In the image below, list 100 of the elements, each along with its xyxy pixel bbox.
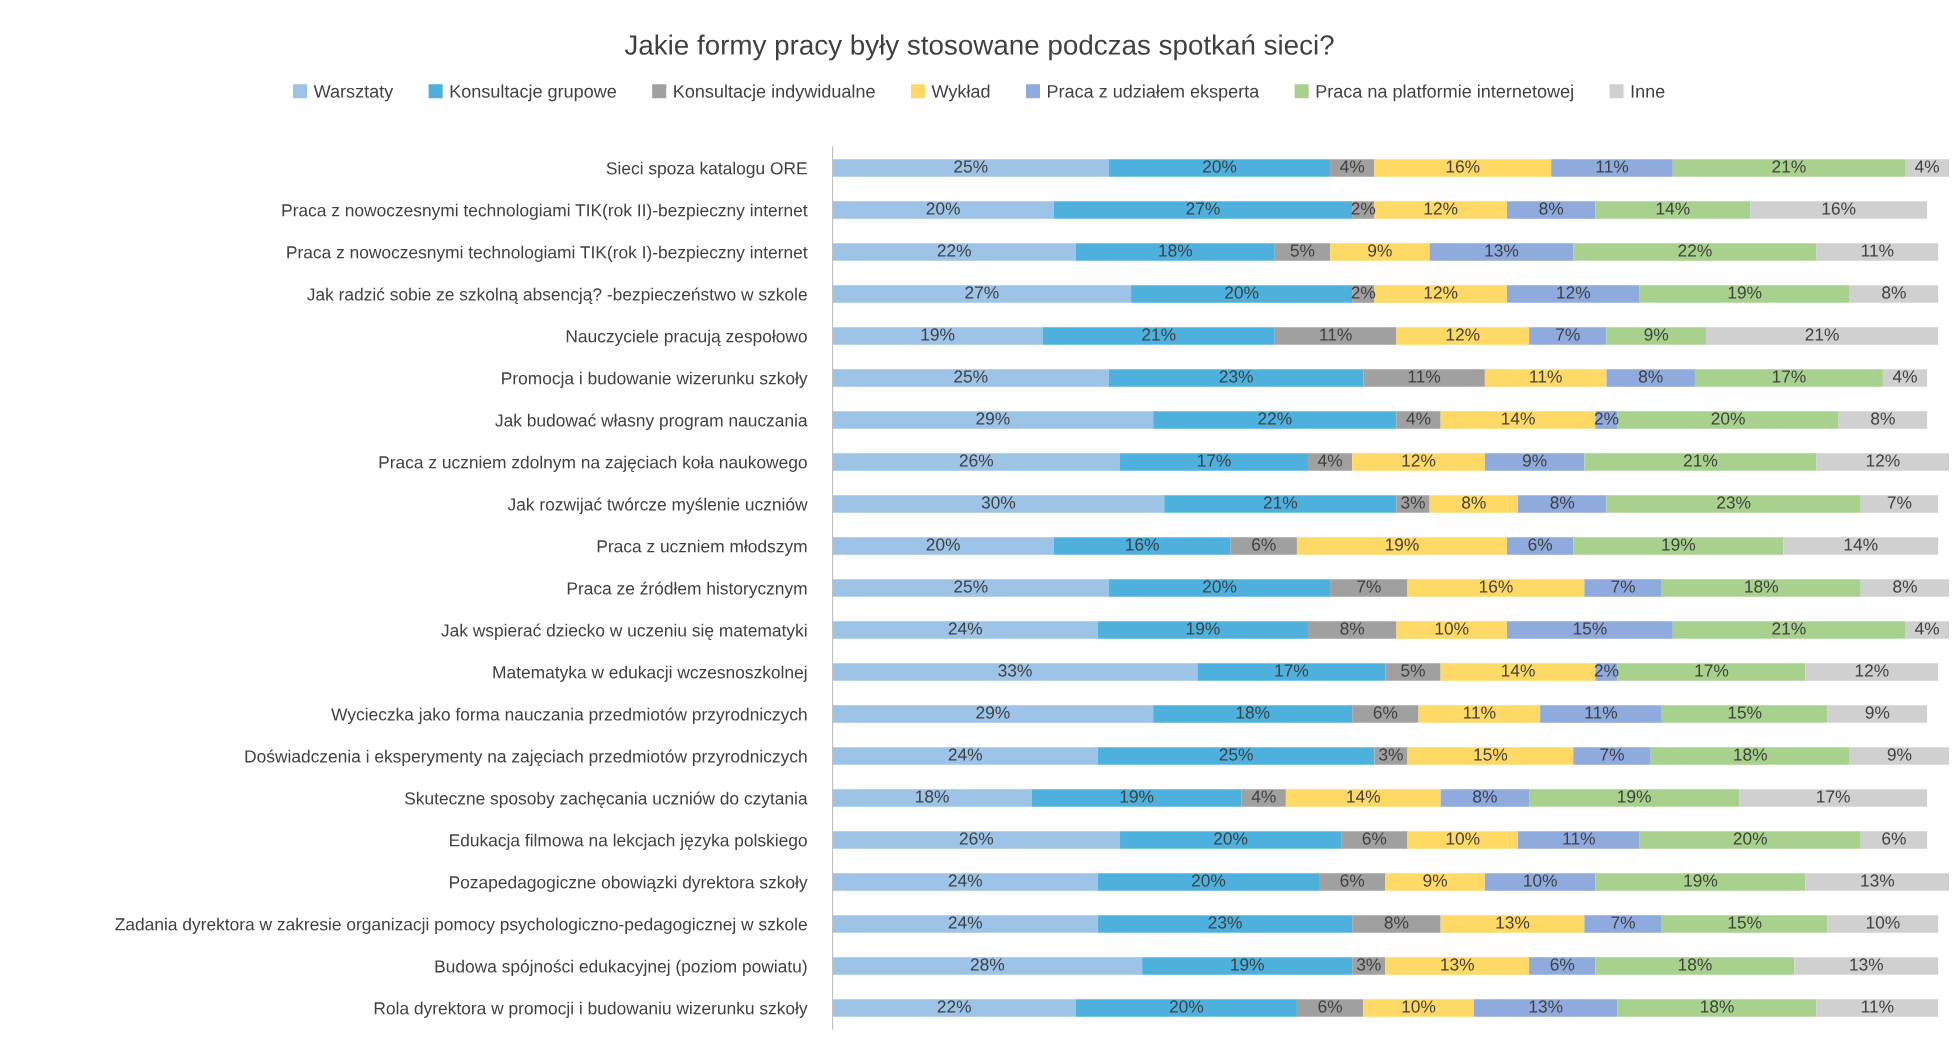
bar — [1385, 957, 1530, 975]
data-label: 27% — [1186, 202, 1220, 215]
data-label: 20% — [926, 538, 960, 551]
data-label: 6% — [1362, 832, 1387, 845]
data-label: 24% — [948, 622, 982, 635]
bar — [1827, 915, 1939, 933]
bar — [1285, 789, 1441, 807]
bar — [1274, 243, 1331, 261]
data-label: 17% — [1695, 664, 1729, 677]
bar — [1617, 411, 1839, 429]
bar — [1518, 831, 1640, 849]
data-label: 13% — [1441, 958, 1474, 971]
data-label: 9% — [1368, 244, 1392, 257]
data-label: 25% — [954, 580, 988, 593]
bar — [1440, 663, 1596, 681]
bar — [1506, 201, 1596, 219]
bar — [1705, 327, 1939, 345]
bar — [1805, 663, 1939, 681]
data-label: 19% — [1728, 286, 1762, 299]
bar — [832, 495, 1165, 513]
data-label: 16% — [1126, 538, 1159, 551]
data-label: 10% — [1866, 916, 1900, 929]
bar — [1374, 159, 1552, 177]
y-tick-label: Praca z uczniem zdolnym na zajęciach koła naukowego — [379, 455, 807, 472]
bar — [1904, 621, 1950, 639]
data-label: 8% — [1882, 286, 1906, 299]
data-label: 13% — [1485, 244, 1519, 257]
y-tick-label: Nauczyciele pracują zespołowo — [566, 329, 807, 346]
bar — [1385, 663, 1441, 681]
data-label: 7% — [1357, 580, 1381, 593]
data-label: 19% — [1231, 958, 1264, 971]
data-label: 22% — [1258, 412, 1292, 425]
bar — [1429, 243, 1574, 261]
bar — [1053, 201, 1353, 219]
data-label: 6% — [1528, 538, 1553, 551]
bar — [1108, 159, 1331, 177]
data-label: 5% — [1401, 664, 1425, 677]
bar — [1650, 747, 1850, 765]
data-label: 11% — [1408, 370, 1441, 383]
data-label: 29% — [976, 412, 1010, 425]
bar — [1606, 369, 1695, 387]
bar — [832, 411, 1154, 429]
data-label: 23% — [1219, 370, 1253, 383]
bar — [1584, 579, 1662, 597]
data-label: 21% — [1683, 454, 1718, 467]
bar — [1131, 285, 1353, 303]
bar — [1396, 411, 1441, 429]
y-tick-label: Skuteczne sposoby zachęcania uczniów do czytania — [404, 791, 808, 809]
y-tick-label: Jak budować własny program nauczania — [495, 413, 808, 430]
bar — [1097, 621, 1308, 639]
bar — [1075, 999, 1297, 1017]
bar — [1540, 705, 1662, 723]
bar — [832, 579, 1109, 597]
data-label: 22% — [1678, 244, 1712, 257]
bar — [1783, 537, 1939, 555]
data-label: 7% — [1611, 916, 1635, 929]
data-label: 20% — [1169, 1000, 1204, 1013]
data-label: 8% — [1384, 916, 1409, 929]
data-label: 23% — [1717, 496, 1751, 509]
bar — [1506, 621, 1673, 639]
bar — [832, 285, 1132, 303]
bar — [1617, 663, 1806, 681]
bar — [1363, 369, 1485, 387]
bar — [1739, 789, 1928, 807]
data-label: 9% — [1865, 706, 1890, 719]
bar — [1330, 579, 1408, 597]
data-label: 33% — [998, 664, 1032, 677]
bar — [1805, 873, 1950, 891]
bar — [1274, 327, 1397, 345]
data-label: 21% — [1263, 496, 1298, 509]
data-label: 13% — [1861, 874, 1895, 887]
data-label: 14% — [1347, 790, 1381, 803]
data-label: 20% — [1191, 874, 1226, 887]
bar — [1440, 411, 1596, 429]
data-label: 13% — [1529, 1000, 1563, 1013]
data-label: 12% — [1557, 286, 1591, 299]
bar — [1551, 159, 1673, 177]
data-label: 24% — [948, 748, 982, 761]
y-tick-label: Promocja i budowanie wizerunku szkoły — [502, 371, 808, 388]
y-tick-label: Praca z nowoczesnymi technologiami TIK(rok I)-bezpieczny internet — [287, 245, 808, 262]
bar — [1053, 537, 1231, 555]
data-label: 10% — [1524, 874, 1557, 887]
data-label: 19% — [1385, 538, 1419, 551]
bar — [832, 201, 1054, 219]
data-label: 18% — [1700, 1000, 1734, 1013]
data-label: 3% — [1356, 958, 1381, 971]
data-label: 7% — [1556, 328, 1580, 341]
bar — [1363, 999, 1474, 1017]
data-label: 11% — [1585, 706, 1618, 719]
bar — [1319, 873, 1386, 891]
bar — [1153, 705, 1353, 723]
y-tick-label: Jak wspierać dziecko w uczeniu się matematyki — [441, 623, 807, 641]
bar — [1296, 537, 1507, 555]
data-label: 29% — [976, 706, 1010, 719]
data-label: 11% — [1463, 706, 1496, 719]
bar — [832, 663, 1198, 681]
data-label: 20% — [1711, 412, 1745, 425]
bar — [1506, 537, 1574, 555]
bar — [1418, 705, 1541, 723]
legend-label: Wykład — [931, 84, 990, 102]
